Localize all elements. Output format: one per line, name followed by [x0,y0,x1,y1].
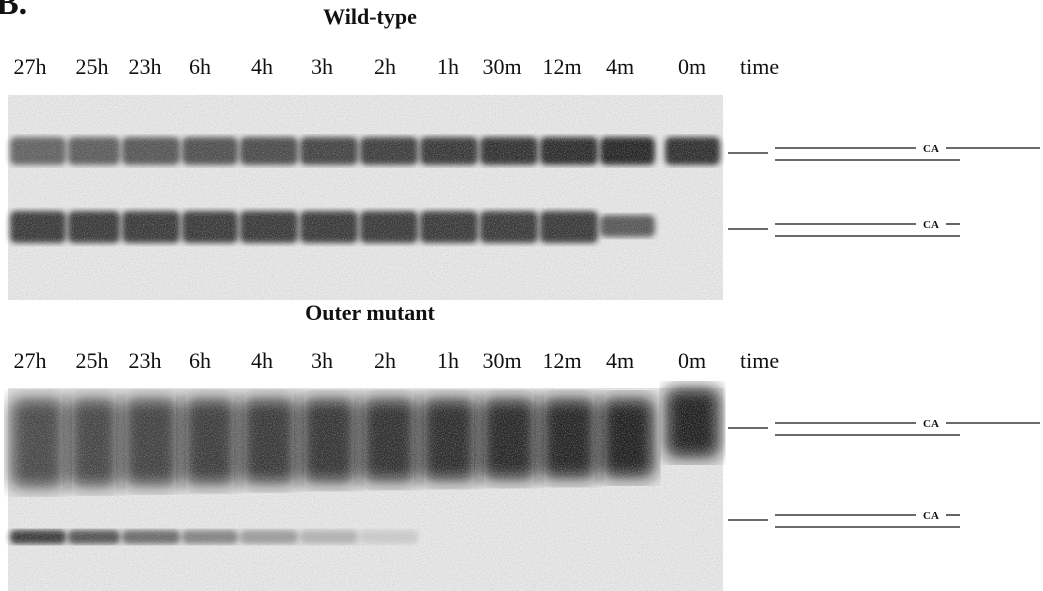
lane-label: 4h [251,54,273,79]
strand-label: CA [923,219,939,231]
strand-label: CA [923,418,939,430]
lane-label: 23h [129,54,162,79]
lane-label: 30m [482,54,521,79]
lane-label: 12m [542,348,581,373]
lane-label: 25h [76,54,109,79]
strand-label: CA [923,510,939,522]
lane-label: 3h [311,54,333,79]
gel-grain [8,388,723,591]
lane-label: 4m [606,54,634,79]
lane-label: 4h [251,348,273,373]
axis-label: time [740,348,779,373]
lane-label: 4m [606,348,634,373]
gel-title: Outer mutant [305,300,435,325]
lane-label: 2h [374,348,396,373]
lane-label: 25h [76,348,109,373]
lane-label: 0m [678,54,706,79]
lane-label: 3h [311,348,333,373]
lane-label: 6h [189,54,211,79]
axis-label: time [740,54,779,79]
lane-label: 6h [189,348,211,373]
gel-image [8,95,723,300]
lane-label: 27h [14,348,47,373]
lane-label: 27h [14,54,47,79]
lane-label: 1h [437,54,459,79]
lane-label: 12m [542,54,581,79]
lane-label: 2h [374,54,396,79]
lane-label: 30m [482,348,521,373]
lane-label: 23h [129,348,162,373]
gel-grain [8,95,723,300]
lane-label: 0m [678,348,706,373]
strand-label: CA [923,143,939,155]
gel-title: Wild-type [323,4,417,29]
panel-label: B. [0,0,27,22]
gel-image [8,388,723,591]
lane-label: 1h [437,348,459,373]
